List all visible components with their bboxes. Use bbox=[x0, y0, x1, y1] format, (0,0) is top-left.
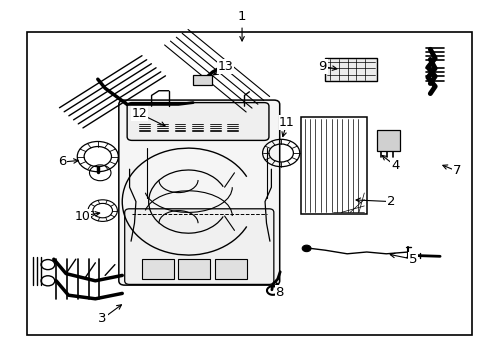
Circle shape bbox=[302, 245, 310, 252]
Text: 3: 3 bbox=[98, 312, 107, 325]
Bar bbox=[376, 130, 399, 151]
Text: 5: 5 bbox=[408, 253, 417, 266]
Text: 7: 7 bbox=[451, 165, 460, 177]
Bar bbox=[142, 259, 173, 279]
Text: 2: 2 bbox=[386, 195, 395, 208]
Text: 13: 13 bbox=[218, 60, 233, 73]
FancyBboxPatch shape bbox=[127, 103, 268, 140]
Bar bbox=[215, 259, 246, 279]
Text: 4: 4 bbox=[390, 159, 399, 172]
Text: 6: 6 bbox=[58, 156, 67, 168]
Bar bbox=[178, 259, 210, 279]
Bar bbox=[193, 75, 211, 85]
Text: 12: 12 bbox=[131, 107, 147, 120]
FancyBboxPatch shape bbox=[124, 209, 273, 284]
Bar bbox=[325, 58, 376, 81]
Bar bbox=[300, 117, 366, 214]
FancyBboxPatch shape bbox=[119, 100, 279, 285]
Text: 10: 10 bbox=[74, 210, 90, 222]
Text: 8: 8 bbox=[275, 286, 284, 299]
Text: 1: 1 bbox=[237, 10, 246, 23]
Text: 11: 11 bbox=[279, 116, 294, 129]
Bar bbox=[27, 32, 471, 335]
Text: 9: 9 bbox=[318, 60, 326, 73]
